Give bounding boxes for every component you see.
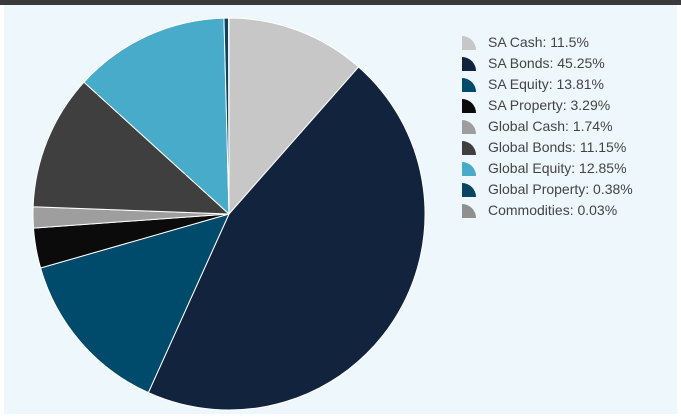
legend-label: SA Equity: 13.81%	[488, 76, 604, 92]
legend-label: Commodities: 0.03%	[488, 202, 618, 218]
legend-item-sa-equity[interactable]: SA Equity: 13.81%	[460, 74, 633, 95]
legend-item-global-bonds[interactable]: Global Bonds: 11.15%	[460, 137, 633, 158]
pie-slice-sa-bonds	[147, 66, 426, 411]
pie-slice-sa-equity	[40, 213, 230, 394]
legend-label: Global Cash: 1.74%	[488, 118, 613, 134]
legend-swatch-global-property	[462, 183, 476, 197]
pie-slice-sa-cash	[228, 17, 360, 215]
legend-swatch-sa-property	[462, 99, 476, 113]
legend-swatch-commodities	[462, 204, 476, 218]
legend-label: Global Equity: 12.85%	[488, 160, 627, 176]
pie-slice-global-bonds	[32, 81, 230, 215]
legend-swatch-sa-bonds	[462, 57, 476, 71]
legend-swatch-global-equity	[462, 162, 476, 176]
legend-item-global-property[interactable]: Global Property: 0.38%	[460, 179, 633, 200]
legend-label: SA Property: 3.29%	[488, 97, 611, 113]
legend-label: Global Property: 0.38%	[488, 181, 633, 197]
legend-swatch-global-cash	[462, 120, 476, 134]
legend-swatch-sa-equity	[462, 78, 476, 92]
legend-item-sa-property[interactable]: SA Property: 3.29%	[460, 95, 633, 116]
legend-swatch-global-bonds	[462, 141, 476, 155]
legend: SA Cash: 11.5% SA Bonds: 45.25% SA Equity:…	[460, 32, 633, 221]
pie-slice-global-equity	[83, 17, 230, 215]
legend-item-global-cash[interactable]: Global Cash: 1.74%	[460, 116, 633, 137]
legend-item-commodities[interactable]: Commodities: 0.03%	[460, 200, 633, 221]
legend-item-global-equity[interactable]: Global Equity: 12.85%	[460, 158, 633, 179]
legend-item-sa-bonds[interactable]: SA Bonds: 45.25%	[460, 53, 633, 74]
legend-item-sa-cash[interactable]: SA Cash: 11.5%	[460, 32, 633, 53]
pie-chart	[32, 17, 426, 411]
legend-label: SA Bonds: 45.25%	[488, 55, 605, 71]
chart-panel: SA Cash: 11.5% SA Bonds: 45.25% SA Equity:…	[4, 5, 677, 414]
legend-label: Global Bonds: 11.15%	[488, 139, 627, 155]
legend-swatch-sa-cash	[462, 36, 476, 50]
top-bar	[0, 0, 681, 5]
legend-label: SA Cash: 11.5%	[488, 34, 589, 50]
